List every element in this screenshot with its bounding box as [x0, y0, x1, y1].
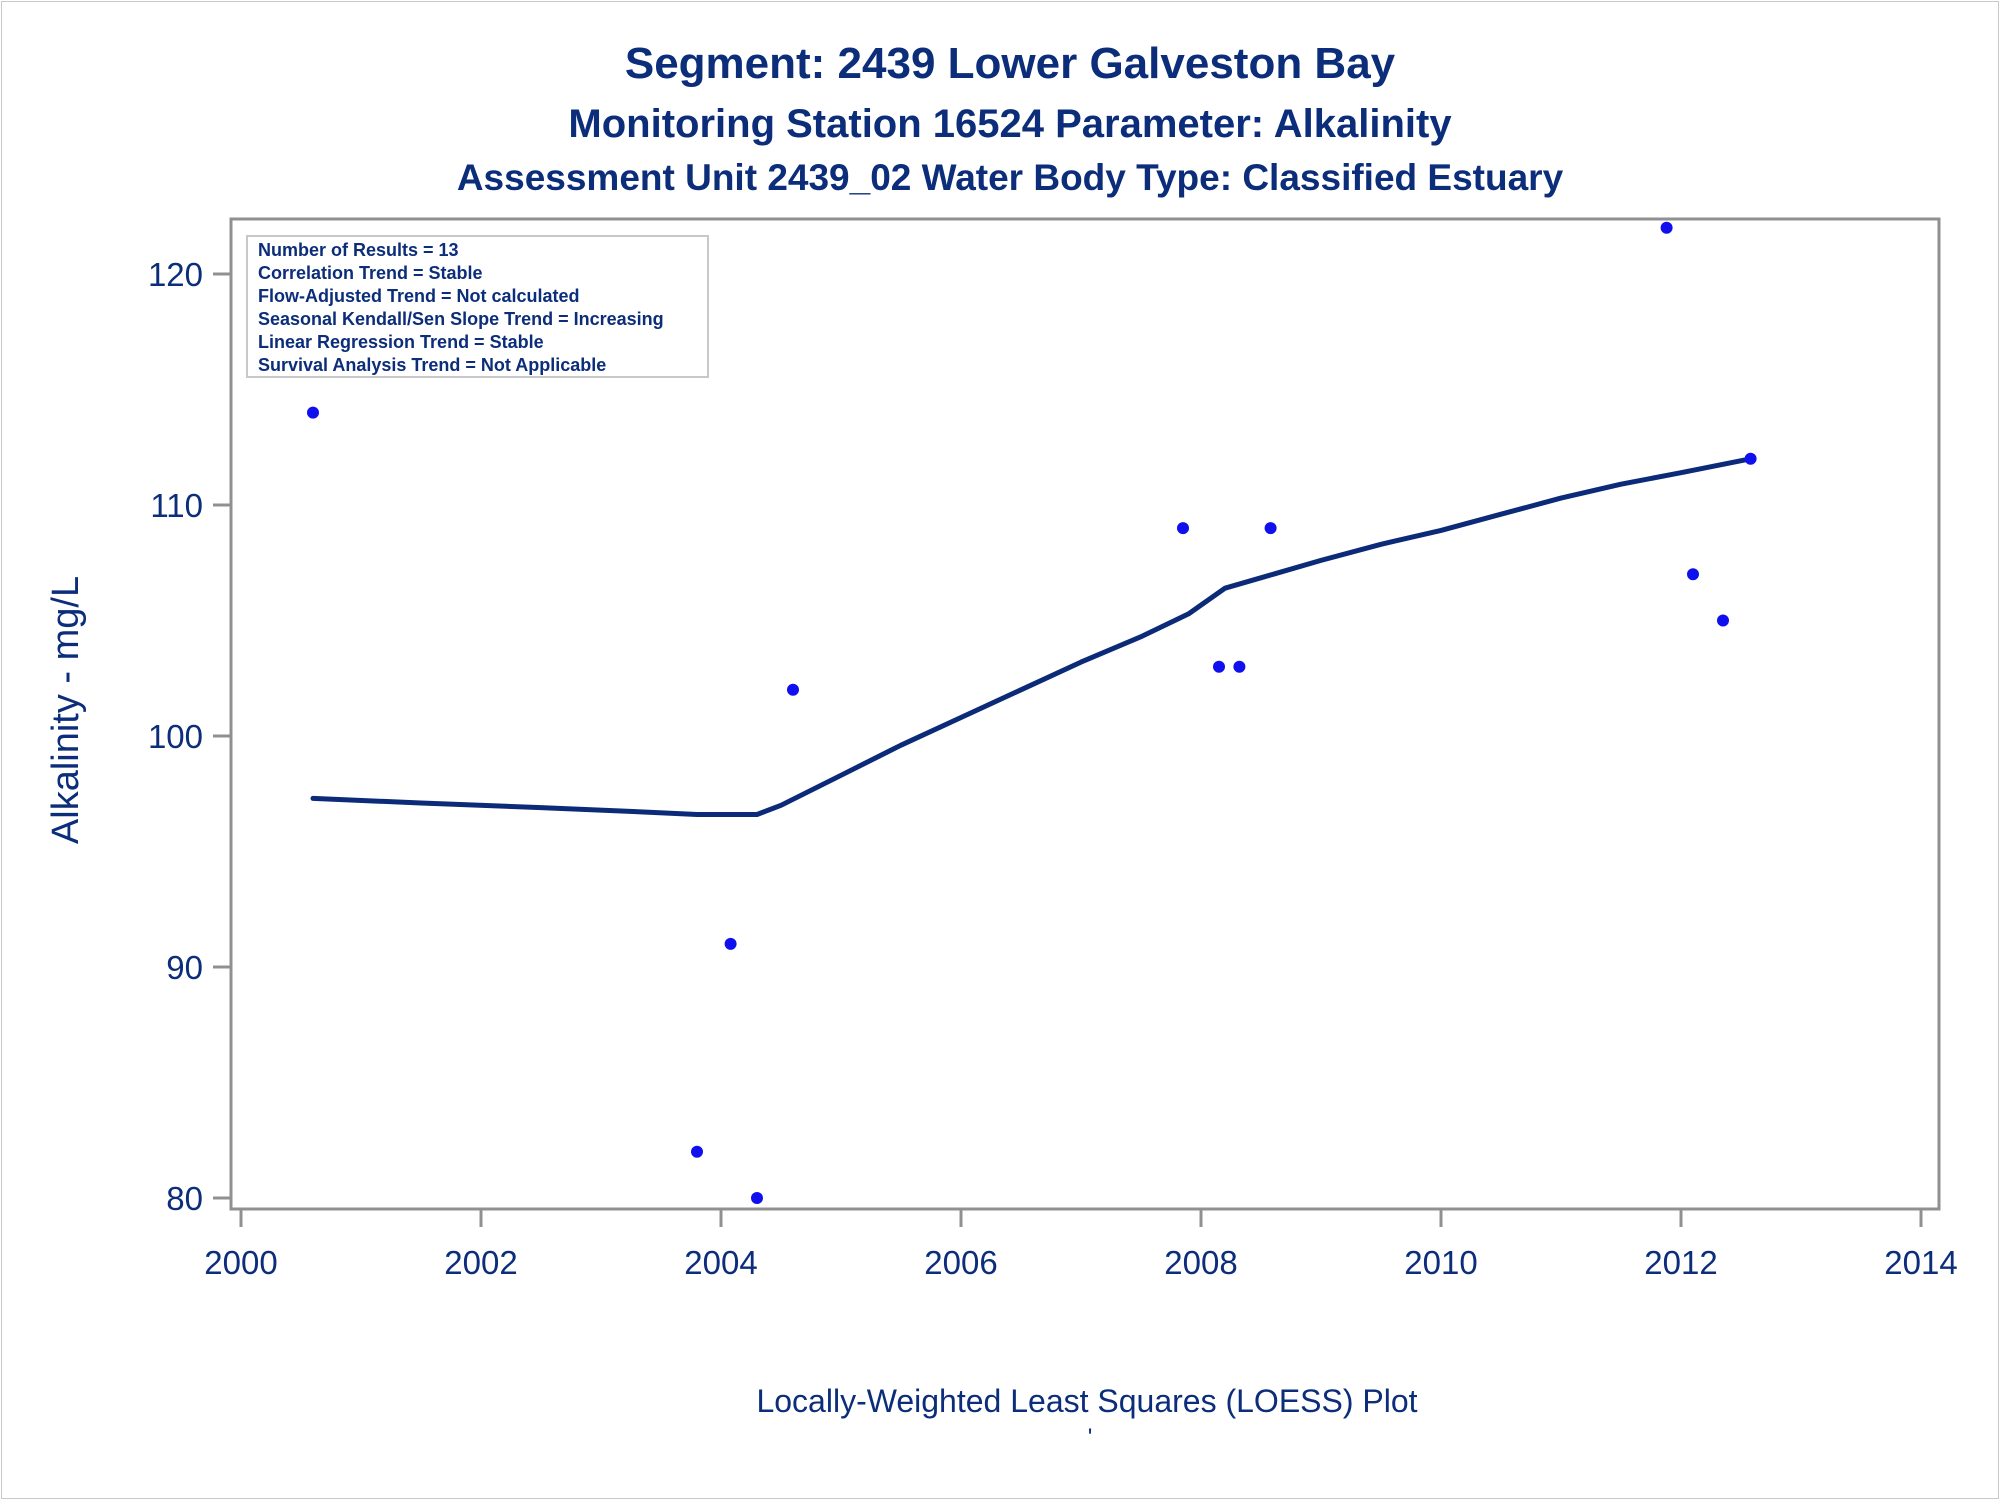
data-point [1264, 522, 1277, 535]
x-tick-label: 2002 [444, 1244, 517, 1281]
data-point [1660, 221, 1673, 234]
stats-line: Flow-Adjusted Trend = Not calculated [258, 286, 580, 306]
stats-line: Survival Analysis Trend = Not Applicable [258, 355, 606, 375]
data-point [751, 1192, 763, 1204]
y-tick-label: 120 [148, 256, 203, 293]
stats-line: Linear Regression Trend = Stable [258, 332, 544, 352]
data-point [1213, 660, 1225, 673]
loess-line [310, 456, 1754, 817]
x-tick-label: 2000 [204, 1244, 277, 1281]
y-axis-ticks: 80 90 100 110 120 [148, 256, 231, 1217]
chart-footnote: ' [1088, 1424, 1093, 1451]
stats-box: Number of Results = 13 Correlation Trend … [246, 235, 709, 378]
stats-box-border [246, 235, 709, 378]
x-tick-label: 2010 [1404, 1244, 1477, 1281]
data-point [1744, 452, 1757, 465]
x-tick-label: 2004 [684, 1244, 757, 1281]
x-tick-label: 2014 [1884, 1244, 1957, 1281]
loess-line-group [310, 456, 1754, 817]
x-axis-ticks: 2000 2002 2004 2006 2008 2010 2012 2014 [204, 1209, 1958, 1281]
stats-line: Seasonal Kendall/Sen Slope Trend = Incre… [258, 309, 664, 329]
data-point [1177, 522, 1189, 535]
y-axis-label: Alkalinity - mg/L [45, 576, 87, 844]
y-tick-label: 100 [148, 718, 203, 755]
x-tick-label: 2006 [924, 1244, 997, 1281]
chart-subtitle: Monitoring Station 16524 Parameter: Alka… [568, 102, 1452, 146]
y-tick-label: 80 [166, 1180, 203, 1217]
data-point [1717, 614, 1729, 627]
stats-line: Number of Results = 13 [258, 240, 459, 260]
data-point [307, 406, 319, 419]
data-point [787, 683, 799, 696]
data-point [1233, 660, 1246, 673]
plot-area [229, 217, 1941, 1211]
data-points [307, 221, 1757, 1204]
x-tick-label: 2012 [1644, 1244, 1717, 1281]
data-point [691, 1145, 703, 1158]
chart-subtitle-2: Assessment Unit 2439_02 Water Body Type:… [457, 157, 1564, 198]
y-tick-label: 110 [150, 487, 203, 524]
data-point [724, 937, 737, 950]
stats-line: Correlation Trend = Stable [258, 263, 483, 283]
y-tick-label: 90 [166, 949, 203, 986]
data-point [1687, 568, 1699, 581]
chart-title: Segment: 2439 Lower Galveston Bay [625, 39, 1396, 88]
x-axis-label: Locally-Weighted Least Squares (LOESS) P… [756, 1383, 1417, 1419]
x-tick-label: 2008 [1164, 1244, 1237, 1281]
